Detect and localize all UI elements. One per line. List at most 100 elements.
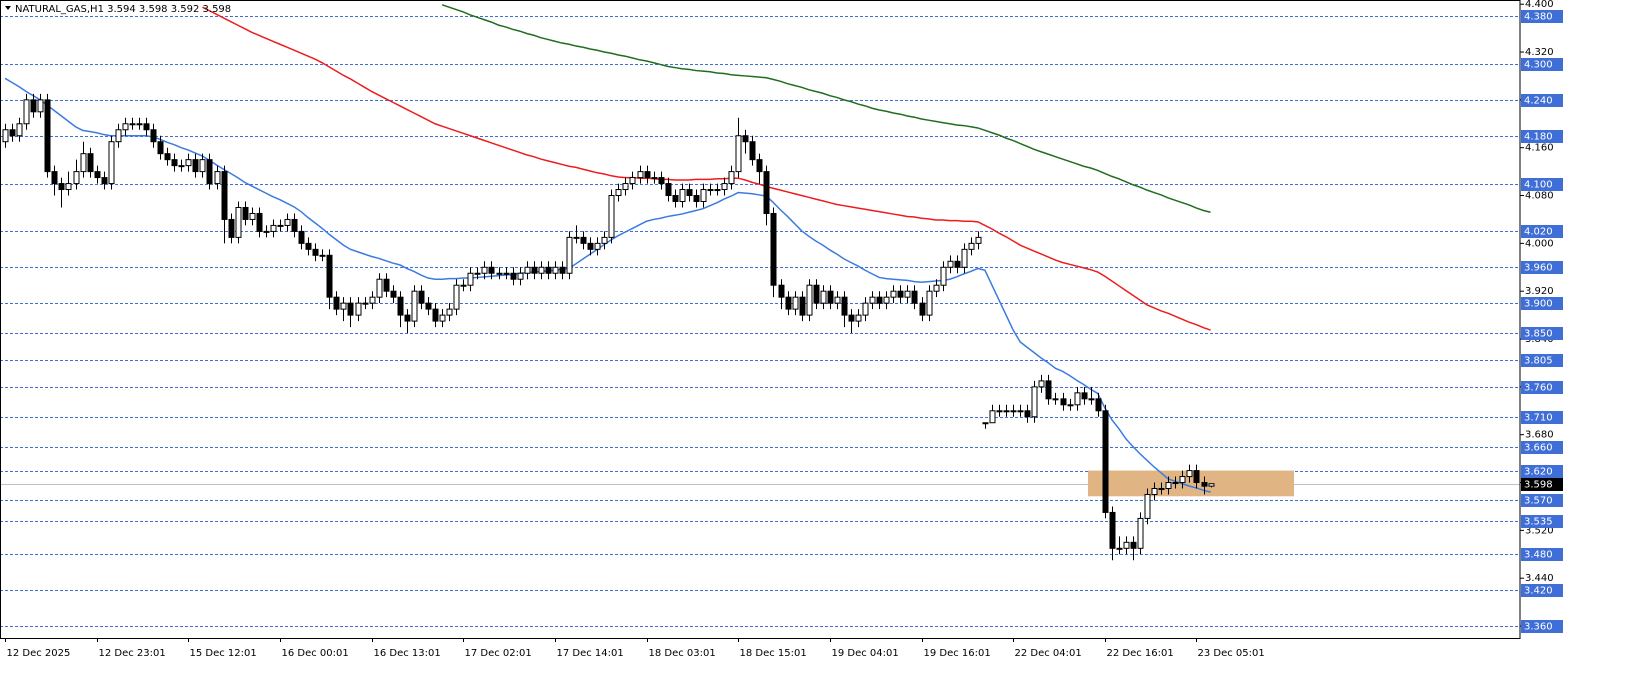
- x-tick-label: 18 Dec 15:01: [740, 648, 807, 659]
- y-tick-label: 3.520: [1525, 525, 1554, 536]
- candle-body: [474, 272, 481, 275]
- candle-body: [785, 296, 792, 310]
- candle-body: [1144, 493, 1151, 519]
- level-label-bg: [1521, 411, 1563, 424]
- candle-body: [968, 242, 975, 250]
- candle-body: [1130, 541, 1137, 549]
- candle-body: [827, 290, 834, 304]
- candle-body: [834, 296, 841, 304]
- x-tick-label: 12 Dec 23:01: [99, 648, 166, 659]
- candle-body: [637, 171, 644, 179]
- candle-body: [686, 189, 693, 197]
- candle-body: [347, 302, 354, 316]
- x-tick-label: 16 Dec 13:01: [374, 648, 441, 659]
- candle-body: [432, 308, 439, 322]
- candle-body: [1067, 404, 1074, 407]
- candle-body: [115, 129, 122, 143]
- candle-body: [390, 290, 397, 298]
- chart-title: NATURAL_GAS,H1 3.594 3.598 3.592 3.598: [15, 4, 231, 15]
- candle-body: [517, 272, 524, 280]
- level-label-bg: [1521, 225, 1563, 238]
- candle-body: [87, 153, 94, 173]
- candle-body: [622, 183, 629, 191]
- level-label: 3.850: [1524, 329, 1553, 340]
- candle-body: [989, 410, 996, 424]
- candle-body: [707, 189, 714, 192]
- candle-body: [1109, 511, 1116, 549]
- candle-body: [841, 296, 848, 316]
- candle-body: [665, 183, 672, 197]
- axes: 4.4004.3204.2404.1604.0804.0003.9203.840…: [5, 0, 1563, 659]
- candle-body: [108, 141, 115, 185]
- candle-body: [94, 171, 101, 179]
- candle-body: [919, 302, 926, 316]
- candle-body: [975, 236, 982, 244]
- candle-body: [418, 290, 425, 304]
- y-tick-label: 3.920: [1525, 286, 1554, 297]
- candle-body: [608, 195, 615, 238]
- candle-body: [23, 99, 30, 125]
- level-label: 3.710: [1524, 413, 1553, 424]
- moving-average-line: [441, 4, 1211, 213]
- candle-body: [545, 266, 552, 274]
- candle-body: [1060, 398, 1067, 406]
- candle-body: [510, 272, 517, 280]
- candle-body: [192, 159, 199, 173]
- candle-body: [566, 236, 573, 274]
- candle-body: [481, 266, 488, 274]
- candle-body: [171, 159, 178, 167]
- candle-body: [1017, 410, 1024, 413]
- y-tick-label: 3.680: [1525, 430, 1554, 441]
- x-tick-label: 17 Dec 02:01: [465, 648, 532, 659]
- candle-body: [298, 230, 305, 244]
- candle-body: [9, 129, 16, 137]
- level-label: 3.535: [1524, 517, 1553, 528]
- candle-body: [820, 290, 827, 304]
- candle-body: [37, 99, 44, 113]
- candle-body: [326, 254, 333, 298]
- candle-body: [876, 296, 883, 304]
- candle-body: [185, 159, 192, 167]
- candle-body: [425, 302, 432, 310]
- candle-body: [1179, 476, 1186, 484]
- level-label: 3.660: [1524, 443, 1553, 454]
- y-tick-label: 4.320: [1525, 47, 1554, 58]
- candle-body: [651, 177, 658, 180]
- candle-body: [503, 272, 510, 275]
- level-label-bg: [1521, 58, 1563, 71]
- y-tick-label: 4.400: [1525, 0, 1554, 10]
- level-label: 3.760: [1524, 383, 1553, 394]
- level-label-bg: [1521, 10, 1563, 23]
- candle-body: [1074, 392, 1081, 406]
- candle-body: [813, 284, 820, 304]
- candle-body: [150, 129, 157, 143]
- candle-body: [206, 159, 213, 185]
- level-label: 3.960: [1524, 263, 1553, 274]
- candle-body: [263, 230, 270, 233]
- candle-body: [333, 296, 340, 310]
- candle-body: [763, 171, 770, 214]
- level-label-bg: [1521, 354, 1563, 367]
- candle-body: [552, 266, 559, 274]
- candle-body: [488, 266, 495, 274]
- candle-body: [51, 171, 58, 185]
- level-label: 3.570: [1524, 496, 1553, 507]
- candle-body: [2, 129, 9, 143]
- candle-body: [1123, 541, 1130, 549]
- level-label-bg: [1521, 327, 1563, 340]
- candle-body: [453, 284, 460, 310]
- candle-body: [742, 135, 749, 143]
- level-label: 3.480: [1524, 550, 1553, 561]
- candle-body: [312, 248, 319, 256]
- candle-body: [355, 302, 362, 316]
- candle-body: [897, 290, 904, 298]
- candle-body: [629, 177, 636, 185]
- level-label: 3.805: [1524, 356, 1553, 367]
- candle-body: [411, 290, 418, 322]
- candle-body: [73, 171, 80, 185]
- menu-triangle: [5, 6, 11, 10]
- candle-body: [672, 195, 679, 203]
- candle-body: [58, 183, 65, 191]
- candle-body: [467, 272, 474, 286]
- level-label: 3.420: [1524, 586, 1553, 597]
